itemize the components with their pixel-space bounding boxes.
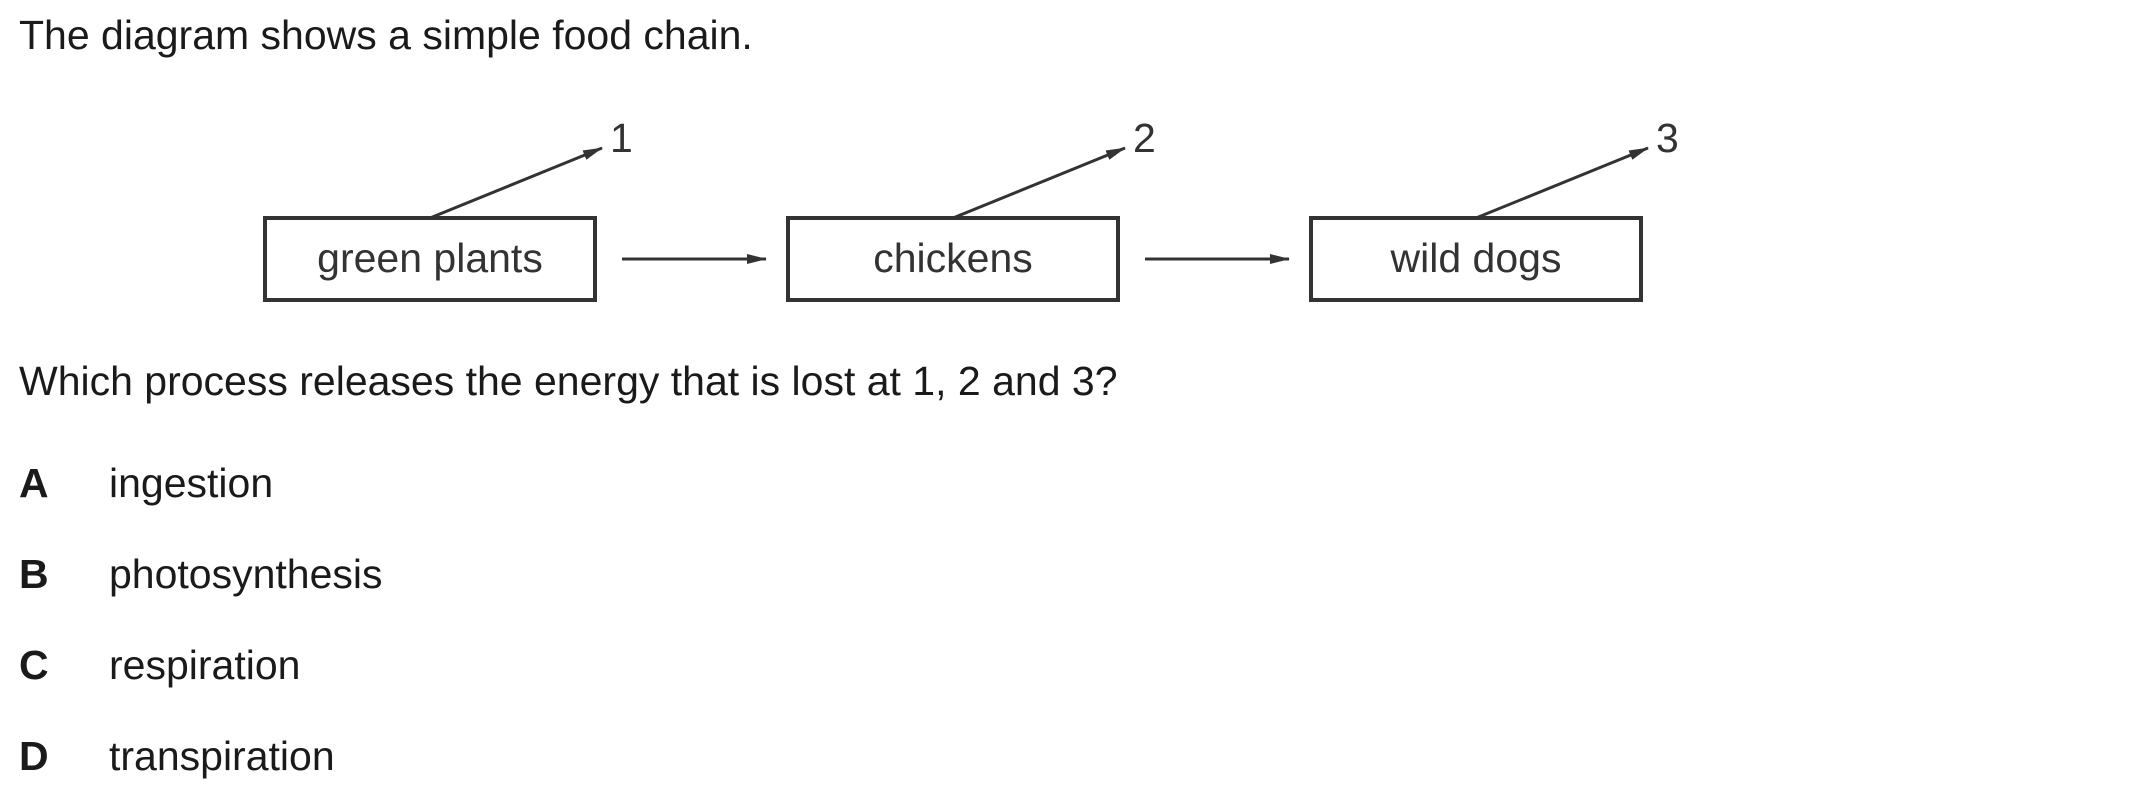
option-letter: D [19, 733, 49, 779]
option-text: transpiration [109, 733, 335, 779]
option-text: photosynthesis [109, 551, 383, 597]
energy-loss-arrow [1475, 146, 1649, 220]
organism-label: wild dogs [1390, 235, 1562, 281]
option-letter: B [19, 551, 49, 597]
loss-label: 2 [1133, 115, 1156, 161]
energy-loss-arrow [952, 146, 1126, 220]
option-text: respiration [109, 642, 301, 688]
food-chain-diagram: green plants chickens wild dogs 1 2 3 [263, 115, 1679, 302]
organism-label: green plants [317, 235, 543, 281]
option-text: ingestion [109, 460, 274, 506]
option-letter: A [19, 460, 49, 506]
loss-label: 3 [1656, 115, 1679, 161]
energy-loss-arrow [429, 146, 603, 220]
intro-text: The diagram shows a simple food chain. [19, 12, 753, 58]
option-letter: C [19, 642, 49, 688]
question-text: Which process releases the energy that i… [19, 358, 1118, 404]
box-green-plants [263, 216, 597, 302]
organism-label: chickens [873, 235, 1033, 281]
loss-label: 1 [610, 115, 633, 161]
box-wild-dogs [1309, 216, 1643, 302]
